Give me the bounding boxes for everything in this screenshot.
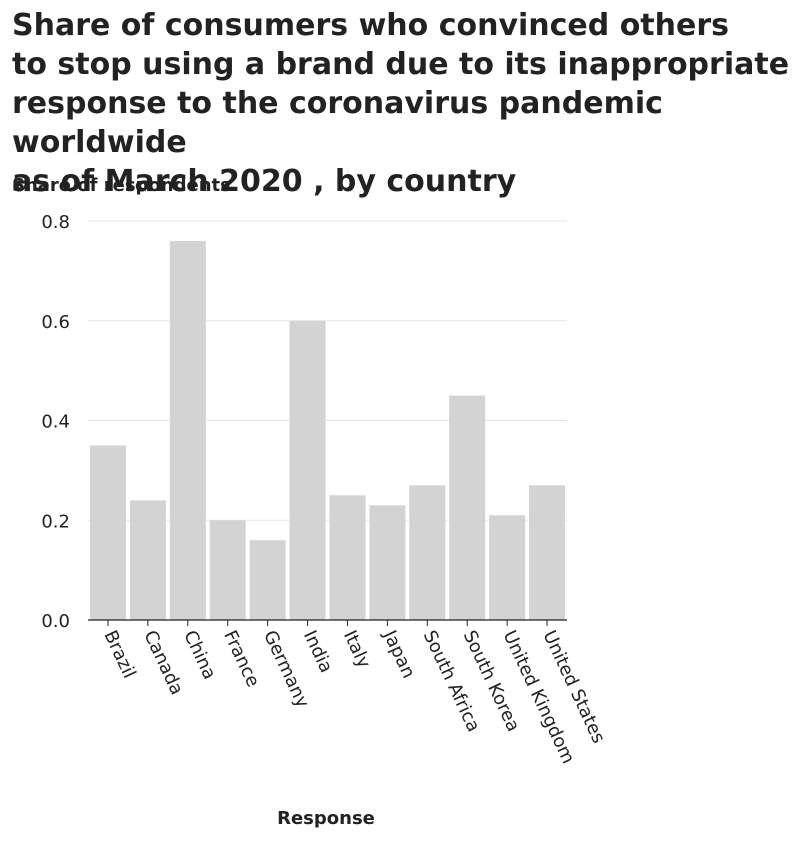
x-tick-label: France <box>219 627 263 690</box>
y-tick-label: 0.2 <box>41 511 70 532</box>
bar <box>169 240 206 620</box>
y-tick-labels: 0.0 0.2 0.4 0.6 0.8 <box>41 212 70 632</box>
y-tick-label: 0.6 <box>41 312 70 333</box>
x-tick-label: China <box>179 627 220 682</box>
x-tick-label: Japan <box>378 626 419 681</box>
bar <box>329 495 366 620</box>
x-axis-title: Response <box>277 808 375 829</box>
x-tick-label: India <box>299 627 337 676</box>
bar <box>489 515 526 620</box>
bar <box>129 500 166 620</box>
gridlines <box>88 220 567 521</box>
bar <box>409 485 446 620</box>
bars <box>89 240 566 620</box>
bar <box>369 505 406 620</box>
x-axis <box>88 619 567 626</box>
bar <box>89 445 126 620</box>
bar <box>249 540 286 620</box>
bar <box>449 395 486 620</box>
y-tick-label: 0.0 <box>41 611 70 632</box>
bar <box>529 485 566 620</box>
x-tick-label: Brazil <box>99 627 139 681</box>
y-tick-label: 0.8 <box>41 212 70 233</box>
x-tick-label: Italy <box>339 627 375 672</box>
bar <box>209 520 246 620</box>
chart-title: Share of consumers who convinced others … <box>12 8 790 199</box>
y-tick-label: 0.4 <box>41 412 70 433</box>
y-axis-title: Share of respondents <box>12 175 231 196</box>
bar <box>289 320 326 620</box>
